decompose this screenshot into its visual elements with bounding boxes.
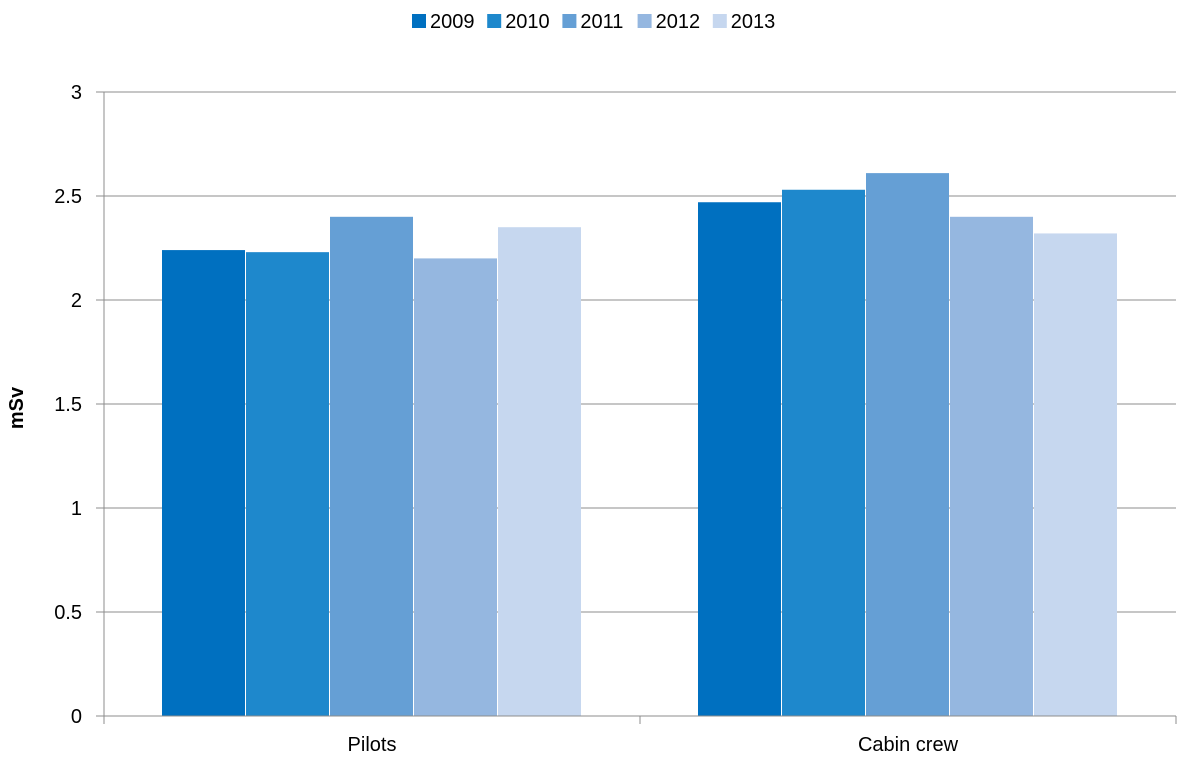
legend-label: 2011	[580, 11, 623, 33]
y-tick-label: 0	[71, 706, 82, 728]
legend-swatch	[638, 14, 652, 28]
y-tick-labels: 0 0.5 1 1.5 2 2.5 3	[54, 82, 82, 728]
x-category-labels: Pilots Cabin crew	[348, 734, 959, 756]
y-tick-label: 1	[71, 498, 82, 520]
bar	[866, 173, 949, 716]
y-tick-label: 3	[71, 82, 82, 104]
y-tick-label: 0.5	[54, 602, 82, 624]
bar	[330, 217, 413, 716]
legend: 2009 2010 2011 2012 2013	[412, 11, 775, 33]
legend-label: 2013	[731, 11, 776, 33]
bar	[246, 252, 329, 716]
bars	[162, 173, 1117, 716]
legend-swatch	[487, 14, 501, 28]
y-axis-label: mSv	[6, 386, 28, 429]
legend-swatch	[412, 14, 426, 28]
bar	[950, 217, 1033, 716]
x-category-label: Pilots	[348, 734, 397, 756]
bar	[162, 250, 245, 716]
x-category-label: Cabin crew	[858, 734, 959, 756]
bar	[698, 202, 781, 716]
legend-swatch	[713, 14, 727, 28]
y-tick-label: 2.5	[54, 186, 82, 208]
legend-label: 2012	[656, 11, 701, 33]
legend-swatch	[562, 14, 576, 28]
bar	[1034, 233, 1117, 716]
y-tick-label: 1.5	[54, 394, 82, 416]
bar	[782, 190, 865, 716]
legend-label: 2010	[505, 11, 550, 33]
bar	[414, 258, 497, 716]
legend-label: 2009	[430, 11, 475, 33]
bar	[498, 227, 581, 716]
y-tick-label: 2	[71, 290, 82, 312]
